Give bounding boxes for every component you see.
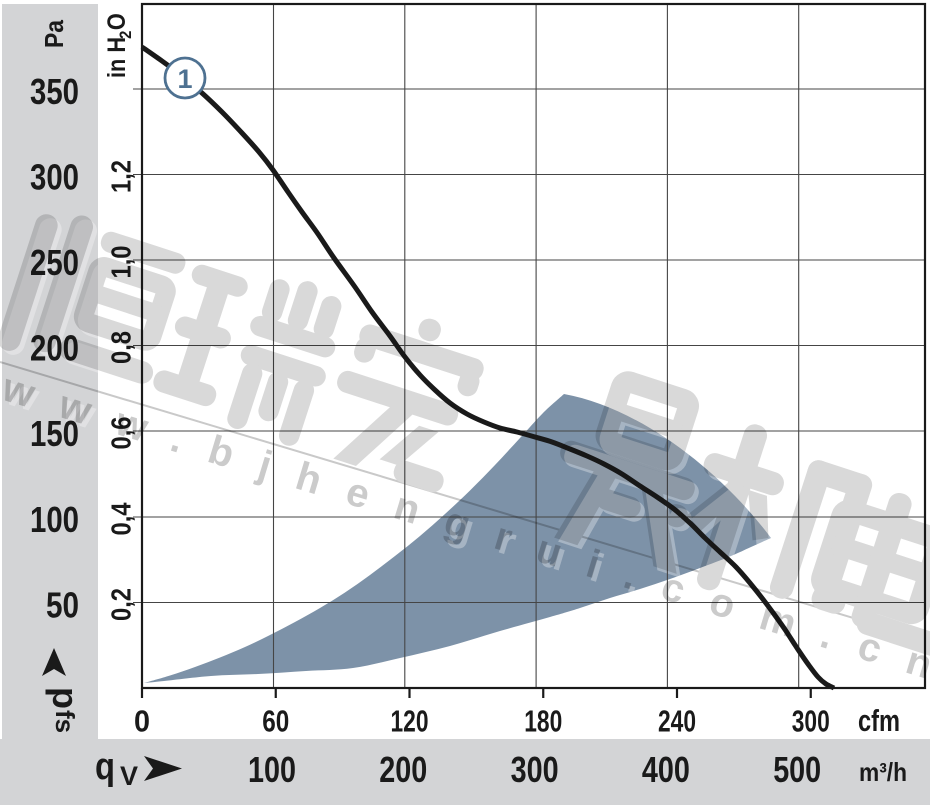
svg-text:Pa: Pa [39, 20, 69, 48]
svg-text:400: 400 [642, 749, 690, 790]
svg-text:300: 300 [30, 157, 79, 198]
svg-text:100: 100 [248, 749, 296, 790]
svg-text:300: 300 [792, 704, 830, 739]
svg-text:300: 300 [511, 749, 559, 790]
svg-text:cfm: cfm [858, 703, 900, 738]
svg-text:0,2: 0,2 [106, 588, 137, 621]
svg-text:0: 0 [134, 704, 150, 739]
svg-text:0,4: 0,4 [106, 502, 137, 535]
svg-text:0,6: 0,6 [106, 417, 137, 450]
svg-text:1,2: 1,2 [106, 160, 137, 193]
svg-text:q: q [95, 746, 115, 788]
svg-text:50: 50 [46, 585, 79, 626]
svg-text:100: 100 [30, 499, 79, 540]
svg-text:150: 150 [30, 413, 79, 454]
svg-text:200: 200 [379, 749, 427, 790]
svg-text:m³/h: m³/h [859, 757, 907, 787]
svg-text:O: O [103, 13, 131, 30]
svg-text:1: 1 [177, 64, 192, 94]
svg-text:2: 2 [117, 30, 135, 38]
svg-text:V: V [120, 761, 138, 791]
svg-text:500: 500 [773, 749, 821, 790]
svg-text:fs: fs [50, 710, 80, 733]
svg-text:180: 180 [524, 704, 562, 739]
svg-text:in H: in H [103, 37, 131, 78]
svg-text:350: 350 [30, 71, 79, 112]
svg-text:60: 60 [262, 704, 289, 739]
svg-text:p: p [45, 687, 86, 709]
svg-text:240: 240 [658, 704, 696, 739]
svg-text:120: 120 [391, 704, 429, 739]
